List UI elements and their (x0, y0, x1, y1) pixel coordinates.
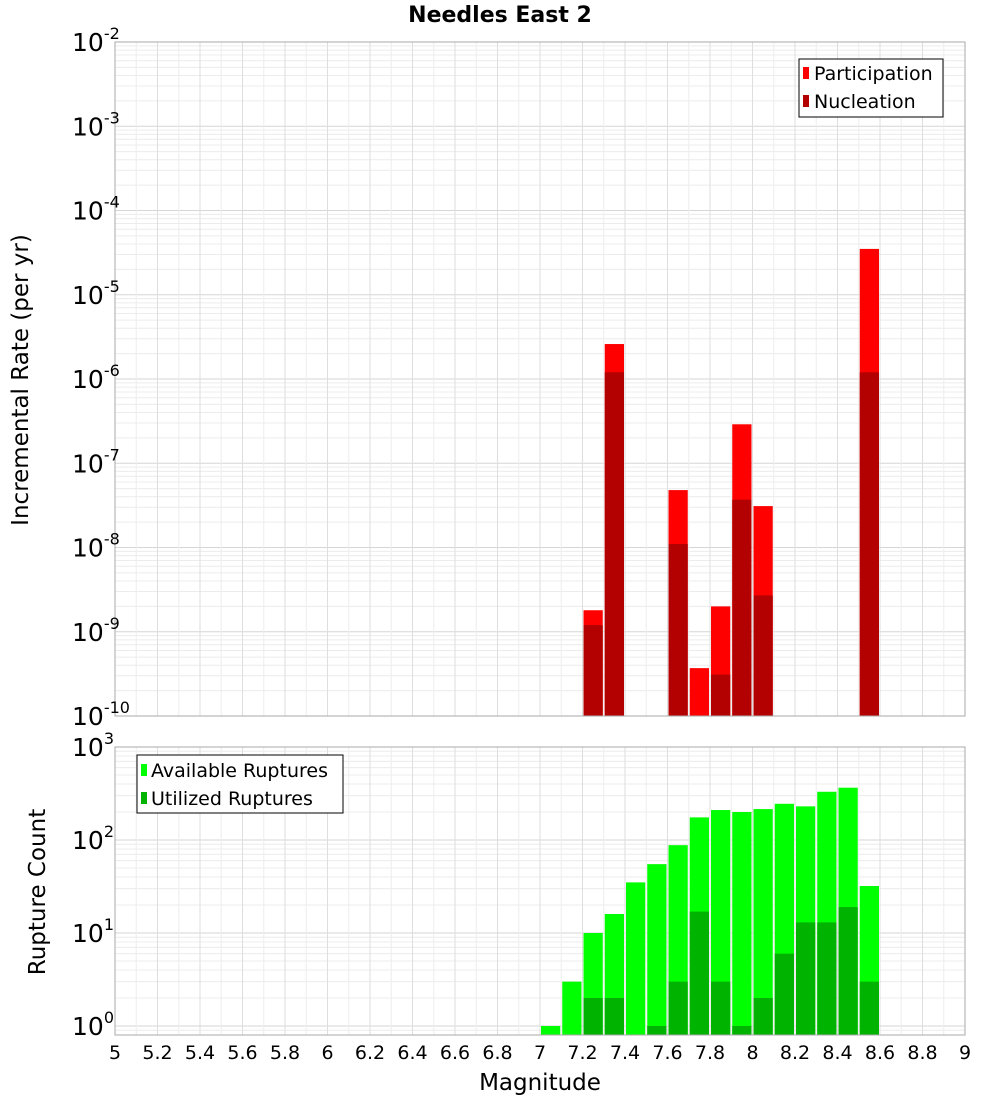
top-y-tick-label: 10-7 (72, 445, 120, 478)
x-tick-label: 9 (959, 1042, 971, 1064)
bottom-bar-available-ruptures (753, 809, 773, 1035)
bottom-bar-available-ruptures (711, 810, 731, 1035)
x-tick-label: 7 (534, 1042, 546, 1064)
bottom-bar-available-ruptures (541, 1025, 561, 1035)
x-tick-label: 6 (321, 1042, 333, 1064)
x-tick-label: 5.2 (142, 1042, 172, 1064)
bottom-bar-utilized-ruptures (817, 922, 837, 1035)
top-y-tick-label: 10-10 (72, 698, 130, 731)
x-tick-label: 7.2 (567, 1042, 597, 1064)
bottom-bar-utilized-ruptures (604, 997, 624, 1035)
legend-label-utilized: Utilized Ruptures (151, 788, 313, 810)
x-tick-label: 5 (109, 1042, 121, 1064)
bottom-y-tick-label: 101 (72, 915, 114, 948)
top-legend: Participation Nucleation (798, 58, 944, 118)
top-bar-nucleation (604, 372, 624, 716)
x-tick-label: 5.6 (227, 1042, 257, 1064)
legend-label-available: Available Ruptures (151, 760, 328, 782)
x-tick-label: 5.4 (185, 1042, 215, 1064)
top-y-tick-label: 10-6 (72, 361, 120, 394)
top-y-tick-label: 10-8 (72, 530, 120, 563)
x-tick-label: 8 (746, 1042, 758, 1064)
bottom-bar-available-ruptures (732, 812, 752, 1035)
bottom-bar-utilized-ruptures (753, 997, 773, 1035)
bottom-bar-utilized-ruptures (838, 907, 858, 1035)
legend-swatch-available (141, 764, 147, 776)
top-y-axis-label: Incremental Rate (per yr) (8, 234, 34, 526)
top-bar-nucleation (753, 595, 773, 716)
bottom-legend: Available Ruptures Utilized Ruptures (136, 754, 344, 814)
bottom-bar-available-ruptures (647, 864, 667, 1035)
bottom-bar-utilized-ruptures (711, 981, 731, 1035)
bottom-y-ticks: 103 102 101 100 (72, 729, 114, 1041)
legend-swatch-participation (803, 67, 809, 79)
top-y-tick-label: 10-2 (72, 24, 120, 57)
top-y-tick-label: 10-4 (72, 193, 120, 226)
x-tick-label: 6.6 (440, 1042, 470, 1064)
x-tick-label: 7.4 (610, 1042, 640, 1064)
bottom-bar-utilized-ruptures (774, 953, 794, 1035)
top-plot-frame (114, 41, 966, 717)
top-y-tick-label: 10-5 (72, 277, 120, 310)
top-bar-nucleation (583, 625, 603, 716)
bottom-y-axis-label: Rupture Count (25, 809, 51, 975)
bottom-plot-frame (114, 746, 966, 1036)
bottom-bar-available-ruptures (562, 981, 582, 1035)
bottom-y-tick-label: 103 (72, 729, 114, 762)
legend-label-participation: Participation (814, 63, 933, 85)
top-grid (114, 41, 966, 717)
x-tick-label: 8.8 (907, 1042, 937, 1064)
bottom-bar-utilized-ruptures (668, 981, 688, 1035)
top-bar-nucleation (668, 544, 688, 716)
bottom-bar-utilized-ruptures (796, 922, 816, 1035)
bottom-bar-utilized-ruptures (689, 911, 709, 1035)
top-bar-nucleation (711, 674, 731, 716)
x-axis-label: Magnitude (479, 1070, 601, 1096)
legend-swatch-utilized (141, 792, 147, 804)
x-tick-label: 7.8 (695, 1042, 725, 1064)
top-y-tick-label: 10-9 (72, 614, 120, 647)
bottom-y-tick-label: 102 (72, 822, 114, 855)
x-tick-label: 7.6 (652, 1042, 682, 1064)
x-tick-label: 6.8 (482, 1042, 512, 1064)
bottom-legend-box (136, 754, 344, 814)
x-tick-label: 5.8 (270, 1042, 300, 1064)
chart-title: Needles East 2 (408, 3, 592, 28)
bottom-bars (541, 787, 879, 1035)
top-bar-participation (689, 668, 709, 716)
bottom-bar-utilized-ruptures (732, 1025, 752, 1035)
bottom-y-tick-label: 100 (72, 1008, 114, 1041)
x-tick-label: 8.6 (865, 1042, 895, 1064)
x-tick-label: 8.4 (822, 1042, 852, 1064)
top-y-ticks: 10-2 10-3 10-4 10-5 10-6 10-7 10-8 10-9 10-10 (72, 24, 130, 731)
legend-label-nucleation: Nucleation (814, 91, 916, 113)
top-y-tick-label: 10-3 (72, 108, 120, 141)
legend-swatch-nucleation (803, 95, 809, 107)
bottom-bar-utilized-ruptures (583, 997, 603, 1035)
bottom-bar-utilized-ruptures (647, 1025, 667, 1035)
bottom-bar-utilized-ruptures (859, 981, 879, 1035)
x-tick-label: 6.2 (355, 1042, 385, 1064)
x-ticks: 5 5.2 5.4 5.6 5.8 6 6.2 6.4 6.6 6.8 7 7.2 7.4 7.6 7.8 8… (109, 1042, 971, 1064)
top-bars (583, 248, 879, 716)
top-bar-nucleation (732, 499, 752, 716)
top-bar-nucleation (859, 372, 879, 716)
x-tick-label: 6.4 (397, 1042, 427, 1064)
bottom-bar-available-ruptures (626, 882, 646, 1035)
top-legend-box (798, 58, 944, 118)
x-tick-label: 8.2 (780, 1042, 810, 1064)
